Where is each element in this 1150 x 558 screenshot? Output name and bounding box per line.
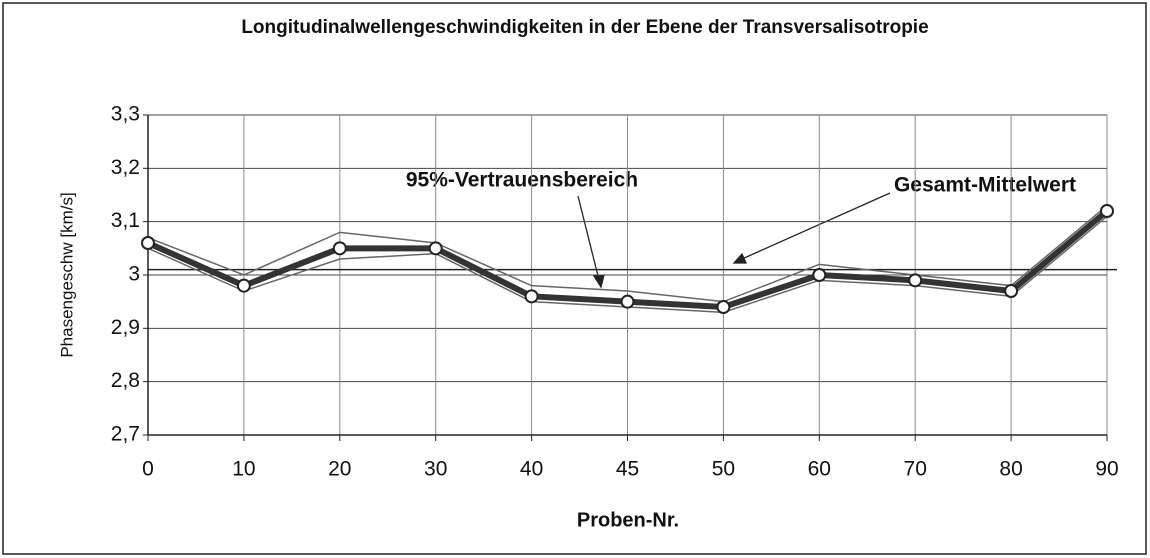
marker [236,278,251,293]
marker [141,236,155,250]
annotation-arrows [577,192,891,289]
x-tick-label: 80 [999,458,1022,481]
annotation: Gesamt-Mittelwert [894,174,1076,197]
marker [1100,204,1114,218]
y-tick-label: 3,2 [111,156,140,179]
x-tick-label: 70 [904,458,927,481]
y-tick-label: 2,9 [111,316,140,339]
x-tick-label: 50 [712,458,735,481]
x-tick-label: 10 [232,458,255,481]
marker [1004,284,1019,298]
marker [908,273,923,288]
y-tick-label: 2,7 [111,423,140,446]
annotation: 95%-Vertrauensbereich [406,169,638,192]
x-axis-label: Proben-Nr. [577,509,679,531]
x-tick-label: 20 [328,458,351,481]
y-axis-label: Phasengeschw [km/s] [57,192,76,357]
marker [812,268,827,282]
marker [716,300,731,314]
marker [524,289,539,304]
y-tick-label: 3,1 [111,209,140,232]
y-tick-label: 2,8 [111,369,140,392]
x-tick-label: 30 [424,458,447,481]
y-tick-label: 3 [128,263,140,286]
series-line [147,205,1108,303]
x-tick-label: 0 [142,458,154,481]
chart-title: Longitudinalwellengeschwindigkeiten in d… [241,17,928,38]
marker [332,241,347,256]
x-tick-label: 40 [520,458,543,481]
x-tick-label: 45 [616,458,639,481]
x-tick-label: 90 [1095,458,1118,481]
x-tick-label: 60 [808,458,831,481]
marker [620,294,635,309]
marker [428,241,443,256]
y-tick-label: 3,3 [111,103,140,126]
